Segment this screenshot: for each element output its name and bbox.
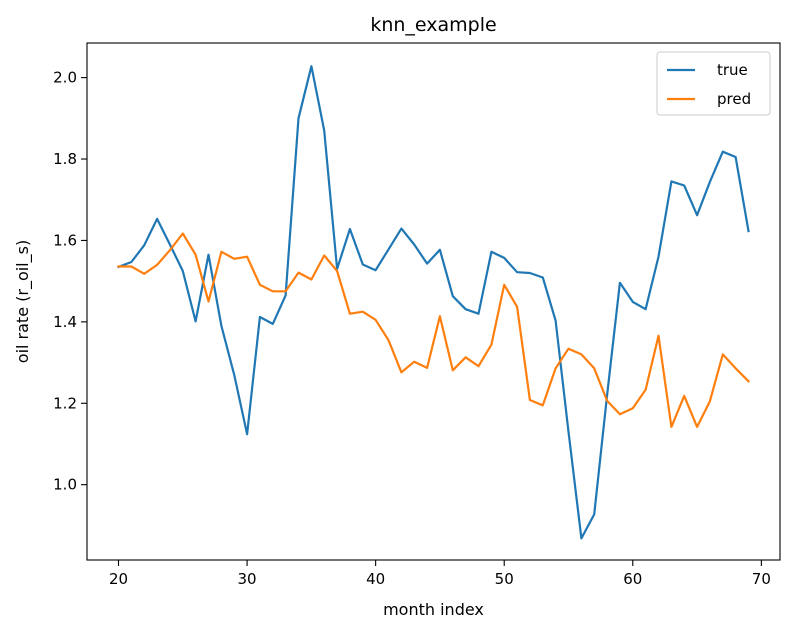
series-line-pred [117, 232, 751, 428]
legend: true pred [656, 51, 771, 116]
y-tick-label: 1.2 [53, 394, 77, 412]
legend-label-pred: pred [717, 90, 751, 108]
x-tick-label: 30 [238, 570, 257, 588]
y-axis-label: oil rate (r_oil_s) [13, 240, 33, 363]
y-tick-label: 2.0 [53, 69, 77, 87]
y-tick-label: 1.0 [53, 476, 77, 494]
series-line-true [117, 65, 750, 540]
x-axis-label: month index [383, 600, 484, 619]
plot-frame [86, 42, 781, 561]
x-tick-label: 50 [495, 570, 514, 588]
x-tick-label: 70 [752, 570, 771, 588]
legend-label-true: true [717, 61, 748, 79]
y-axis: 1.0 1.2 1.4 1.6 1.8 2.0 [53, 69, 87, 494]
y-tick-label: 1.8 [53, 150, 77, 168]
chart-title: knn_example [370, 14, 496, 36]
x-axis: 20 30 40 50 60 70 [109, 560, 771, 588]
x-tick-label: 20 [109, 570, 128, 588]
y-tick-label: 1.6 [53, 231, 77, 249]
legend-box [656, 51, 771, 116]
plot-area [117, 65, 751, 540]
x-tick-label: 40 [366, 570, 385, 588]
x-tick-label: 60 [623, 570, 642, 588]
y-tick-label: 1.4 [53, 313, 77, 331]
